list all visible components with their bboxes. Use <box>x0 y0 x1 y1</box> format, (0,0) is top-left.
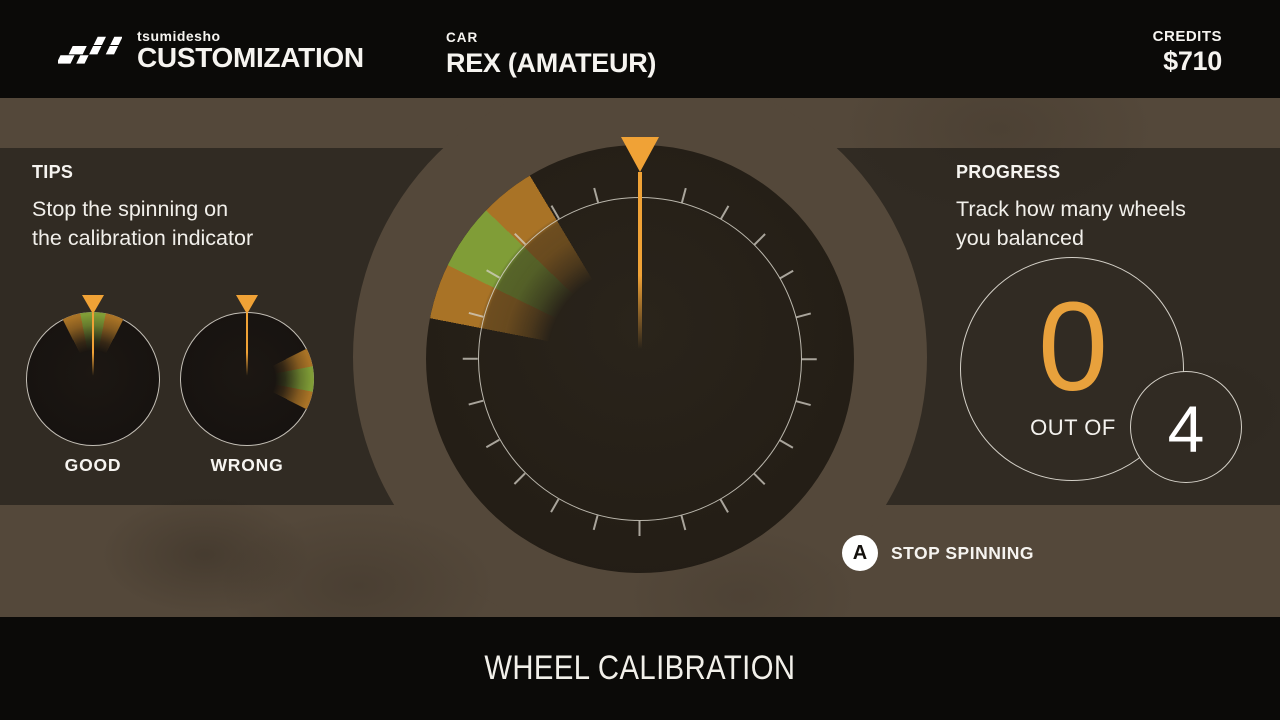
total-wheels: 4 <box>1167 392 1205 466</box>
progress-total-circle: 4 <box>1130 371 1242 483</box>
tips-body-line2: the calibration indicator <box>32 226 254 250</box>
dial-needle <box>638 172 642 360</box>
wrong-dial-needle <box>246 313 248 379</box>
credits-value: $710 <box>1163 46 1222 76</box>
progress-panel: PROGRESS Track how many wheels you balan… <box>956 162 1186 253</box>
top-header-bar: tsumidesho CUSTOMIZATION CAR REX (AMATEU… <box>0 0 1280 98</box>
good-example-dial <box>26 295 160 446</box>
checkered-flag-icon <box>58 36 122 64</box>
car-label: CAR <box>446 30 479 45</box>
gamepad-a-button-icon[interactable]: A <box>842 535 878 571</box>
progress-body-line2: you balanced <box>956 226 1084 250</box>
tips-body-line1: Stop the spinning on <box>32 197 229 221</box>
calibration-dial <box>341 98 939 617</box>
wrong-example-dial <box>180 295 314 446</box>
wrong-dial-pointer-icon <box>236 295 258 314</box>
bottom-title-bar: WHEEL CALIBRATION <box>0 617 1280 720</box>
tips-panel: TIPS Stop the spinning on the calibratio… <box>32 162 253 253</box>
out-of-label: OUT OF <box>1030 415 1116 440</box>
brand-name-small: tsumidesho <box>137 28 221 44</box>
tips-body: Stop the spinning on the calibration ind… <box>32 195 253 253</box>
good-dial-needle <box>92 313 94 379</box>
credits-label: CREDITS <box>1152 28 1222 45</box>
stop-spinning-button[interactable]: A STOP SPINNING <box>842 535 1034 571</box>
dial-pointer-icon <box>621 137 659 172</box>
stop-spinning-label: STOP SPINNING <box>891 542 1034 563</box>
main-area: TIPS Stop the spinning on the calibratio… <box>0 98 1280 617</box>
good-dial-pointer-icon <box>82 295 104 314</box>
progress-title: PROGRESS <box>956 162 1061 182</box>
car-info: CAR REX (AMATEUR) <box>446 30 656 79</box>
progress-count-circle: 0 OUT OF <box>960 257 1184 481</box>
credits-info: CREDITS $710 <box>1152 28 1223 77</box>
tips-title: TIPS <box>32 162 74 182</box>
car-name: REX (AMATEUR) <box>446 48 657 78</box>
brand-logo: tsumidesho CUSTOMIZATION <box>58 28 364 72</box>
brand-text: tsumidesho CUSTOMIZATION <box>137 28 364 72</box>
brand-name-large: CUSTOMIZATION <box>137 42 364 73</box>
good-label: GOOD <box>64 455 122 475</box>
progress-body-line1: Track how many wheels <box>956 197 1186 221</box>
wrong-label: WRONG <box>210 455 284 475</box>
screen-title: WHEEL CALIBRATION <box>484 649 796 687</box>
balanced-count: 0 <box>1037 276 1109 417</box>
progress-body: Track how many wheels you balanced <box>956 195 1186 253</box>
